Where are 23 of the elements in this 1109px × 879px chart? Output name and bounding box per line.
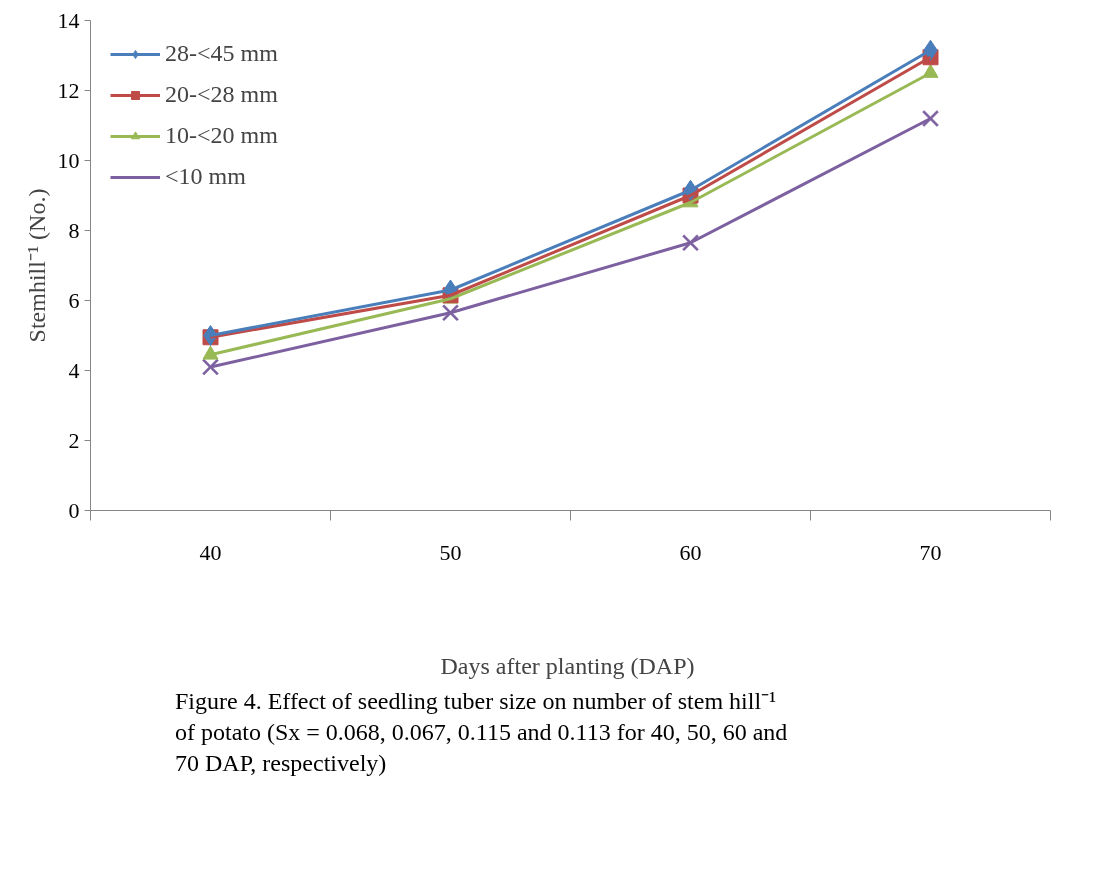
x-tick-label: 50 (439, 539, 462, 565)
legend-label: 20-<28 mm (165, 81, 278, 108)
y-tick-label: 4 (68, 357, 80, 383)
y-tick-label: 8 (68, 217, 80, 243)
x-axis-title: Days after planting (DAP) (440, 652, 695, 679)
y-tick-label: 10 (57, 147, 80, 173)
x-tick-label: 60 (679, 539, 702, 565)
legend-label: 28-<45 mm (165, 40, 278, 67)
point (682, 234, 699, 251)
y-axis-title: Stemhill⁻¹ (No.) (23, 188, 50, 343)
y-tick-label: 14 (57, 7, 80, 33)
legend-label: 10-<20 mm (165, 122, 278, 149)
point (442, 304, 459, 321)
y-tick-label: 0 (68, 497, 80, 523)
caption: Figure 4. Effect of seedling tuber size on number of stem hill⁻¹ of potato (Sx = 0.068, 0.067, 0.115 and 0.113 for 40, 50, 60 and 70 DAP, respectively) (175, 687, 789, 779)
y-tick-label: 6 (68, 287, 80, 313)
y-tick-label: 2 (68, 427, 80, 453)
y-tick-label: 12 (57, 77, 80, 103)
point (202, 358, 219, 376)
point (922, 110, 939, 127)
x-tick-label: 40 (199, 539, 222, 565)
legend-label: <10 mm (165, 163, 246, 190)
x-tick-label: 70 (919, 539, 942, 565)
